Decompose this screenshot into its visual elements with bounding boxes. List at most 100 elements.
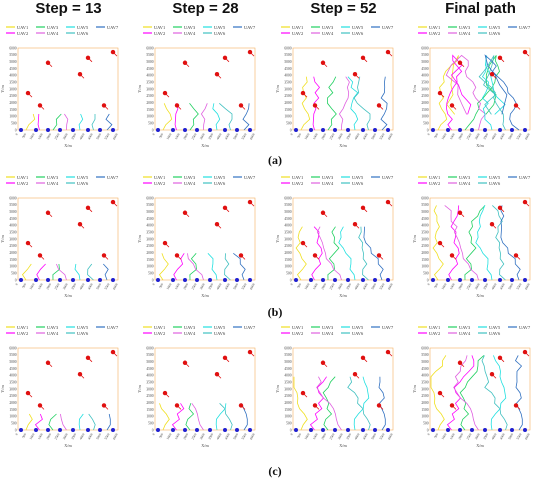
start-point (431, 128, 435, 132)
uav-path (233, 252, 246, 281)
legend-label: UAV3 (322, 175, 334, 180)
target-heading (164, 92, 170, 98)
y-tick-label: 5000 (146, 60, 153, 64)
start-point (223, 128, 227, 132)
legend-label: UAV6 (352, 31, 364, 36)
target-heading (439, 392, 445, 398)
start-point (294, 128, 298, 132)
legend-label: UAV3 (184, 175, 196, 180)
y-tick-label: 3000 (146, 237, 153, 241)
uav-path (158, 253, 169, 281)
target-heading (39, 405, 45, 410)
y-tick-label: 2000 (421, 101, 428, 105)
uav-path (316, 226, 342, 281)
start-point (333, 128, 337, 132)
legend: UAV1 UAV3 UAV5 UAV7 UAV2 UAV4 UAV6 (281, 25, 394, 36)
target-heading (322, 362, 328, 368)
y-tick-label: 3500 (9, 80, 16, 84)
trajectories (437, 54, 520, 131)
row-label-b: (b) (267, 305, 283, 319)
y-tick-label: 1000 (421, 415, 428, 419)
x-tick-label: 3500 (70, 132, 77, 140)
x-tick-label: 4000 (216, 282, 223, 290)
y-tick-label: 500 (286, 271, 292, 275)
legend: UAV1 UAV3 UAV5 UAV7 UAV2 UAV4 UAV6 (281, 325, 394, 336)
uav-path (322, 376, 336, 431)
uav-path (448, 205, 460, 281)
legend-label: UAV3 (47, 175, 59, 180)
legend-label: UAV2 (292, 181, 303, 186)
plot-frame (154, 47, 256, 131)
legend: UAV1 UAV3 UAV5 UAV7 UAV2 UAV4 UAV6 (6, 175, 119, 186)
target-heading (176, 405, 182, 410)
y-axis-label: Y/m (412, 235, 417, 243)
target-heading (112, 351, 118, 357)
y-tick-label: 2000 (284, 101, 291, 105)
uav-path (215, 403, 227, 431)
legend-label: UAV2 (17, 331, 28, 336)
x-tick-label: 5000 (232, 132, 239, 140)
target-heading (491, 223, 497, 229)
start-point (510, 278, 514, 282)
plot-frame (292, 347, 394, 431)
target-heading (302, 242, 308, 248)
legend-label: UAV3 (459, 175, 471, 180)
y-tick-label: 2500 (284, 244, 291, 248)
start-point (321, 278, 325, 282)
start-point (373, 278, 377, 282)
y-tick-label: 1500 (421, 258, 428, 262)
start-point (86, 278, 90, 282)
x-tick-label: 5000 (95, 432, 102, 440)
uav-path (162, 103, 173, 131)
legend-label: UAV2 (17, 181, 28, 186)
legend-label: UAV2 (17, 31, 28, 36)
y-tick-label: 0 (427, 428, 429, 432)
trajectories (295, 226, 384, 281)
y-tick-label: 2000 (9, 101, 16, 105)
col-title-3: Step = 52 (310, 0, 377, 17)
y-tick-label: 500 (148, 271, 154, 275)
y-tick-label: 6000 (146, 46, 153, 50)
uav-path (316, 376, 342, 431)
start-point (498, 128, 502, 132)
x-tick-label: 5000 (95, 282, 102, 290)
x-tick-label: 500 (158, 432, 164, 439)
y-axis: 0 500 1000 1500 2000 2500 3000 3500 4000 4500 5000… (284, 346, 291, 432)
y-tick-label: 3000 (146, 87, 153, 91)
uav-path (187, 253, 204, 281)
targets (162, 199, 255, 260)
x-tick-label: 3000 (337, 282, 344, 290)
uav-path (481, 355, 508, 431)
y-tick-label: 1500 (146, 108, 153, 112)
x-tick-label: 5500 (379, 282, 386, 290)
legend-label: UAV4 (459, 181, 471, 186)
start-points (156, 128, 252, 132)
target-heading (459, 212, 465, 218)
y-tick-label: 2000 (146, 401, 153, 405)
start-point (171, 428, 175, 432)
x-axis: 0 500 1000 1500 2000 2500 3000 3500 4000 4500 5000… (427, 432, 531, 440)
y-tick-label: 1500 (9, 258, 16, 262)
legend-label: UAV4 (47, 331, 59, 336)
targets (25, 349, 118, 410)
legend: UAV1 UAV3 UAV5 UAV7 UAV2 UAV4 UAV6 (6, 325, 119, 336)
start-point (156, 128, 160, 132)
start-point (86, 128, 90, 132)
target-heading (103, 405, 109, 410)
x-tick-label: 3500 (207, 132, 214, 140)
uav-path (185, 403, 195, 431)
start-point (431, 428, 435, 432)
x-tick-label: 5500 (241, 432, 248, 440)
start-point (183, 428, 187, 432)
start-points (431, 428, 527, 432)
y-tick-label: 4500 (284, 217, 291, 221)
y-tick-label: 2000 (146, 101, 153, 105)
y-tick-label: 2500 (9, 244, 16, 248)
y-tick-label: 6000 (284, 46, 291, 50)
x-tick-label: 3000 (199, 282, 206, 290)
y-axis-label: Y/m (137, 385, 142, 393)
uav-path (446, 54, 472, 131)
y-tick-label: 4500 (421, 217, 428, 221)
legend-label: UAV4 (459, 31, 471, 36)
start-point (235, 128, 239, 132)
